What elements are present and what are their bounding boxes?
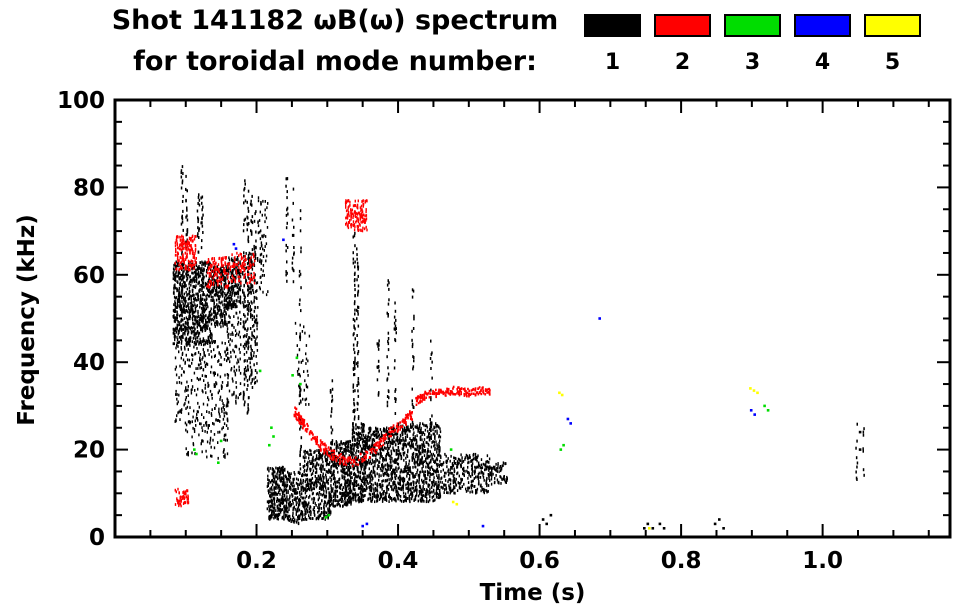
x-tick-label: 0.6 (519, 548, 560, 574)
x-tick-label: 0.8 (661, 548, 702, 574)
legend-label-mode-4: 4 (814, 50, 831, 75)
legend-label-mode-1: 1 (604, 50, 621, 75)
chart-subtitle: for toroidal mode number: (133, 46, 537, 77)
legend-swatch-mode-2 (654, 14, 711, 37)
y-tick-label: 0 (89, 525, 105, 551)
tick-labels: 0.2 0.4 0.6 0.8 1.0 0 20 40 60 80 100 (57, 88, 843, 574)
data-points (172, 165, 865, 530)
chart-title: Shot 141182 ωB(ω) spectrum (111, 5, 559, 36)
y-tick-label: 20 (73, 438, 105, 464)
y-tick-label: 100 (57, 88, 105, 114)
legend-swatch-mode-1 (584, 14, 641, 37)
mode-legend: 1 2 3 4 5 (584, 12, 934, 78)
y-tick-label: 60 (73, 263, 105, 289)
y-tick-label: 40 (73, 350, 105, 376)
legend-swatch-mode-5 (864, 14, 921, 37)
legend-label-mode-5: 5 (884, 50, 901, 75)
legend-swatch-mode-4 (794, 14, 851, 37)
plot-frame (113, 98, 952, 539)
x-tick-label: 0.4 (378, 548, 419, 574)
x-axis-label: Time (s) (479, 580, 586, 606)
legend-label-mode-3: 3 (744, 50, 761, 75)
x-tick-label: 1.0 (802, 548, 843, 574)
legend-label-mode-2: 2 (674, 50, 691, 75)
y-tick-label: 80 (73, 175, 105, 201)
legend-swatch-mode-3 (724, 14, 781, 37)
x-tick-label: 0.2 (236, 548, 277, 574)
